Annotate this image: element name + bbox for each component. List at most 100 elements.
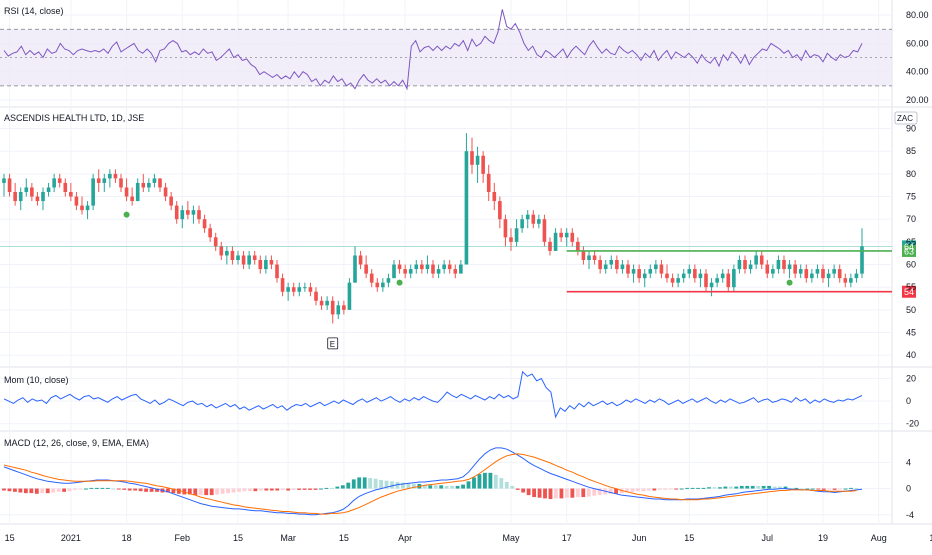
candle-body (113, 173, 118, 179)
candle-body (180, 210, 185, 220)
last-price-badge: 64 (904, 242, 914, 252)
macd-histogram-bar (756, 485, 761, 489)
signal-dot (123, 211, 130, 218)
candle-body (80, 205, 84, 211)
candle-body (798, 269, 803, 274)
macd-histogram-bar (543, 488, 547, 499)
candle-body (743, 260, 747, 270)
candle-body (843, 278, 848, 283)
candle-body (615, 260, 619, 270)
signal-line (3, 453, 857, 515)
macd-histogram-bar (854, 487, 859, 489)
candle-body (676, 278, 680, 283)
candle-body (771, 269, 775, 274)
macd-histogram-bar (778, 486, 782, 489)
x-tick-label: 15 (5, 533, 15, 543)
candle-body (408, 269, 413, 274)
resistance-badge-bg (902, 285, 916, 298)
candle-body (230, 250, 235, 260)
macd-histogram-bar (461, 484, 465, 489)
macd-histogram-bar (532, 488, 537, 498)
macd-histogram-bar (198, 488, 203, 496)
candle-body (715, 278, 719, 283)
macd-histogram-bar (258, 488, 263, 491)
macd-histogram-bar (477, 474, 482, 489)
macd-histogram-bar (827, 488, 832, 490)
candle-body (158, 178, 162, 188)
y-tick-label: 0 (906, 484, 911, 494)
candle-body (275, 264, 279, 279)
macd-histogram-bar (29, 488, 34, 494)
candle-body (247, 255, 251, 265)
candle-body (269, 260, 274, 265)
macd-histogram-bar (56, 488, 61, 492)
macd-histogram-bar (570, 488, 575, 498)
macd-histogram-bar (62, 488, 67, 492)
candle-body (475, 155, 480, 165)
macd-histogram-bar (728, 486, 733, 489)
macd-histogram-bar (537, 488, 542, 498)
macd-histogram-bar (84, 488, 88, 490)
candle-body (748, 264, 753, 270)
macd-histogram-bar (23, 488, 28, 494)
candle-body (860, 246, 864, 274)
macd-histogram-bar (373, 478, 378, 489)
y-tick-label: 70 (906, 214, 916, 224)
macd-histogram-bar (455, 485, 460, 489)
macd-histogram-bar (597, 488, 602, 496)
candle-body (804, 269, 809, 279)
macd-histogram-bar (34, 488, 39, 494)
symbol-title: ASCENDIS HEALTH LTD, 1D, JSE (4, 113, 144, 123)
candle-body (737, 260, 742, 270)
candle-body (837, 269, 842, 279)
macd-histogram-bar (351, 479, 356, 489)
signal-dot (396, 279, 403, 286)
macd-histogram-bar (510, 485, 515, 489)
macd-histogram-bar (696, 487, 700, 489)
support-badge-bg (902, 244, 916, 257)
candle-body (626, 264, 630, 274)
macd-histogram-bar (73, 488, 77, 490)
candle-body (353, 255, 357, 283)
candle-body (693, 269, 697, 279)
candle-body (631, 269, 636, 274)
macd-histogram-bar (13, 488, 17, 492)
macd-histogram-bar (799, 488, 804, 490)
macd-histogram-bar (564, 488, 569, 498)
candle-body (698, 273, 703, 279)
macd-histogram-bar (843, 488, 848, 490)
candle-body (258, 260, 263, 270)
y-tick-label: 65 (906, 237, 916, 247)
macd-histogram-bar (707, 487, 711, 489)
candle-body (531, 214, 536, 224)
candle-body (542, 219, 547, 242)
macd-histogram-bar (712, 487, 717, 489)
macd-histogram-bar (816, 488, 821, 490)
candle-body (375, 282, 380, 288)
macd-histogram-bar (280, 488, 285, 490)
macd-histogram-bar (690, 487, 695, 489)
candle-body (174, 205, 179, 220)
candle-body (369, 273, 374, 283)
candle-body (202, 219, 207, 229)
candle-body (2, 178, 6, 183)
currency-badge-box (894, 111, 918, 125)
macd-histogram-bar (636, 488, 640, 492)
candle-body (787, 264, 792, 270)
y-tick-label: 75 (906, 192, 916, 202)
candle-body (124, 187, 129, 197)
y-tick-label: 80 (906, 169, 916, 179)
candle-body (96, 178, 101, 183)
candle-body (509, 237, 513, 242)
candle-body (525, 214, 530, 220)
candle-body (425, 264, 430, 270)
candle-body (681, 273, 686, 279)
macd-histogram-bar (439, 485, 444, 489)
candle-body (581, 250, 586, 260)
macd-histogram-bar (127, 488, 132, 491)
macd-histogram-bar (155, 488, 159, 492)
macd-histogram-bar (329, 487, 334, 489)
candle-body (782, 260, 786, 270)
